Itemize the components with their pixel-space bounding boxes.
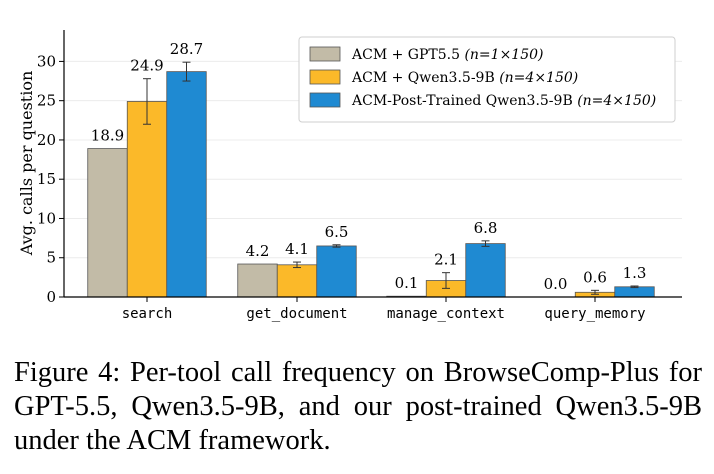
x-tick-label: manage_context	[387, 306, 505, 322]
error-bar	[481, 240, 490, 247]
data-label: 24.9	[130, 57, 163, 75]
legend-entry: ACM + GPT5.5 (n=1×150)	[351, 47, 543, 63]
y-ticks: 0 5 10 15 20 25 30	[37, 52, 64, 306]
x-tick-label: get_document	[246, 306, 347, 322]
error-bar	[630, 285, 639, 289]
bar-chart: 18.94.20.1 0.024.94.12.10.628.76.5 6.81.3 …	[17, 30, 682, 322]
bar	[166, 71, 207, 298]
data-label: 0.1	[395, 274, 419, 292]
data-label: 4.1	[285, 240, 309, 258]
axes	[63, 30, 682, 298]
y-tick-label: 20	[37, 131, 56, 149]
data-label: 18.9	[91, 127, 124, 145]
data-label: 4.2	[246, 242, 270, 260]
legend: ACM + GPT5.5 (n=1×150) ACM + Qwen3.5-9B (…	[298, 36, 676, 123]
data-label: 0.0	[544, 275, 568, 293]
bar	[316, 245, 357, 298]
data-label: 2.1	[434, 251, 458, 269]
error-bar	[332, 244, 341, 248]
data-label: 1.3	[623, 264, 647, 282]
bar	[237, 263, 278, 298]
legend-swatch	[309, 46, 341, 62]
bars	[87, 71, 655, 298]
data-label: 0.6	[583, 268, 607, 286]
x-ticks: search get_document manage_context query_me…	[122, 297, 646, 322]
error-bar	[591, 289, 599, 295]
error-bar	[442, 272, 450, 289]
y-tick-label: 0	[46, 288, 56, 306]
legend-n-label: (n=4×150)	[577, 93, 656, 109]
legend-entry: ACM + Qwen3.5-9B (n=4×150)	[351, 70, 578, 86]
y-tick-label: 5	[46, 249, 56, 267]
error-bar	[293, 261, 301, 269]
legend-swatch	[309, 69, 341, 85]
error-bars	[143, 61, 639, 295]
bar	[276, 264, 318, 298]
error-bar	[182, 61, 191, 82]
x-tick-label: query_memory	[544, 306, 645, 322]
legend-entry: ACM-Post-Trained Qwen3.5-9B (n=4×150)	[351, 93, 656, 109]
legend-swatch	[309, 92, 341, 108]
legend-frame	[298, 36, 676, 123]
data-label: 6.8	[474, 219, 498, 237]
y-tick-label: 10	[37, 209, 56, 227]
bar	[126, 101, 168, 298]
data-label: 28.7	[170, 40, 203, 58]
y-axis-label: Avg. calls per question	[17, 71, 36, 257]
figure-caption: Figure 4: Per-tool call frequency on Bro…	[14, 357, 702, 456]
bar	[87, 148, 128, 298]
bar	[614, 286, 655, 298]
data-label: 6.5	[325, 223, 349, 241]
legend-n-label: (n=4×150)	[499, 70, 578, 86]
legend-n-label: (n=1×150)	[464, 47, 543, 63]
bar	[465, 243, 506, 298]
error-bar	[143, 78, 151, 125]
y-tick-label: 25	[37, 92, 56, 110]
value-labels: 18.9 4.2 0.1 0.0 24.9 4.1 2.1 0.6 28.7 6.5 6.8 1.3	[91, 40, 647, 293]
x-tick-label: search	[122, 306, 173, 322]
y-tick-label: 15	[37, 170, 56, 188]
y-tick-label: 30	[37, 52, 56, 70]
